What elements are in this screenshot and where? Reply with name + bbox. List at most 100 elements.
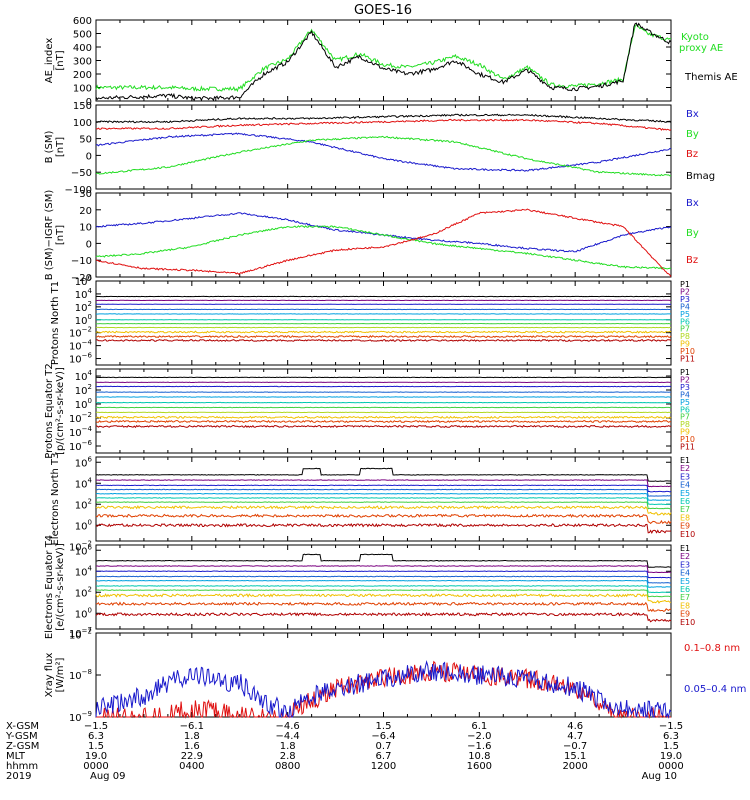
legend-entry: P6 xyxy=(680,317,690,326)
series-line xyxy=(95,565,672,574)
legend-entry: P10 xyxy=(680,435,695,444)
y-tick-label: 10−4 xyxy=(69,425,93,439)
legend-entry: P7 xyxy=(680,325,690,334)
panel-frame xyxy=(95,544,672,630)
y-tick-label: 10−6 xyxy=(69,352,93,366)
axis-cell: 6.1 xyxy=(471,721,487,732)
series-line xyxy=(95,419,672,424)
y-tick-label: 10−2 xyxy=(69,326,92,340)
legend-entry: P1 xyxy=(680,368,690,377)
legend-entry: P3 xyxy=(680,383,690,392)
panel-frame xyxy=(95,456,672,542)
axis-cell: 0800 xyxy=(275,761,300,772)
y-axis-label: [p/(cm²-s-sr-keV)] xyxy=(55,367,66,455)
legend-entry: P10 xyxy=(680,347,695,356)
y-tick-label: 100 xyxy=(73,118,92,129)
series-line xyxy=(95,24,672,93)
tick-exponent: 6 xyxy=(88,543,93,551)
y-tick-label: 104 xyxy=(75,564,93,578)
legend-entry: Bx xyxy=(686,198,699,209)
tick-exponent: 2 xyxy=(88,383,92,391)
axis-row-label: Z-GSM xyxy=(6,741,39,752)
tick-exponent: −6 xyxy=(82,439,93,447)
axis-cell: 2000 xyxy=(562,761,587,772)
series-line xyxy=(95,513,672,525)
tick-exponent: 0 xyxy=(88,518,92,526)
legend-entry: E9 xyxy=(680,522,690,531)
y-tick-label: 102 xyxy=(75,383,92,397)
panel-0 xyxy=(95,19,672,102)
series-line xyxy=(95,424,671,429)
tick-exponent: 2 xyxy=(88,300,92,308)
legend-entry: E5 xyxy=(680,489,690,498)
legend-entry: P6 xyxy=(680,405,690,414)
series-line xyxy=(95,415,672,419)
series-line xyxy=(95,497,672,506)
series-line xyxy=(95,589,671,598)
y-axis-label: Protons North T1 xyxy=(50,281,61,365)
tick-exponent: 4 xyxy=(88,476,93,484)
legend-entry: E3 xyxy=(680,472,690,481)
y-tick-label: 600 xyxy=(73,16,92,27)
legend-entry: proxy AE xyxy=(679,43,723,54)
panel-frame xyxy=(95,19,672,102)
axis-cell: 19.0 xyxy=(660,751,682,762)
axis-cell: 6.3 xyxy=(88,731,104,742)
legend-entry: E2 xyxy=(680,464,690,473)
tick-exponent: 0 xyxy=(88,397,92,405)
y-tick-label: −100 xyxy=(65,185,92,196)
series-line xyxy=(96,335,672,339)
axis-cell: 15.1 xyxy=(564,751,586,762)
y-tick-label: 104 xyxy=(75,476,93,490)
legend-entry: P9 xyxy=(680,428,690,437)
y-tick-label: 100 xyxy=(75,397,92,411)
y-tick-label: 100 xyxy=(75,606,92,620)
axis-cell: 0400 xyxy=(179,761,204,772)
y-tick-label: 0 xyxy=(86,97,92,108)
tick-exponent: −2 xyxy=(82,627,92,635)
legend-entry: E7 xyxy=(680,505,690,514)
legend-entry: Kyoto xyxy=(681,32,709,43)
axis-cell: 0.7 xyxy=(376,741,392,752)
axis-cell: −1.6 xyxy=(467,741,491,752)
axis-cell: 2.8 xyxy=(280,751,296,762)
y-tick-label: 106 xyxy=(75,543,93,557)
legend-entry: P11 xyxy=(680,443,695,452)
y-tick-label: 102 xyxy=(75,497,92,511)
series-line xyxy=(95,505,672,516)
figure-title: GOES-16 xyxy=(354,3,412,18)
panel-2 xyxy=(95,192,672,278)
legend-entry: E3 xyxy=(680,560,690,569)
series-line xyxy=(95,118,672,131)
legend-entry: Bx xyxy=(686,109,699,120)
tick-exponent: −9 xyxy=(82,710,92,718)
axis-cell: 19.0 xyxy=(85,751,107,762)
axis-cell: 1.5 xyxy=(88,741,104,752)
series-line xyxy=(95,601,672,613)
y-axis-label: Xray flux xyxy=(44,653,55,698)
series-line xyxy=(96,660,671,719)
y-axis-label: AE_index xyxy=(44,38,55,84)
tick-exponent: −2 xyxy=(82,326,92,334)
y-axis-label: B (SM)−IGRF (SM) xyxy=(44,190,55,281)
axis-cell: −0.7 xyxy=(563,741,587,752)
series-line xyxy=(95,113,672,124)
legend-entry: P4 xyxy=(680,390,690,399)
tick-exponent: 4 xyxy=(88,287,93,295)
legend-entry: E8 xyxy=(680,601,690,610)
tick-exponent: −2 xyxy=(82,539,92,547)
y-tick-label: 400 xyxy=(73,43,92,54)
y-tick-label: 10 xyxy=(79,223,92,234)
axis-cell: 6.3 xyxy=(663,731,679,742)
y-tick-label: 100 xyxy=(75,518,92,532)
axis-cell: −6.1 xyxy=(180,721,204,732)
series-line xyxy=(95,208,672,277)
axis-row-label: 2019 xyxy=(6,771,31,782)
axis-cell: 4.6 xyxy=(567,721,583,732)
axis-cell: 10.8 xyxy=(468,751,490,762)
y-axis-label: [nT] xyxy=(55,50,66,70)
tick-exponent: −7 xyxy=(82,626,92,634)
series-line xyxy=(95,570,671,579)
legend-entry: P1 xyxy=(680,280,690,289)
